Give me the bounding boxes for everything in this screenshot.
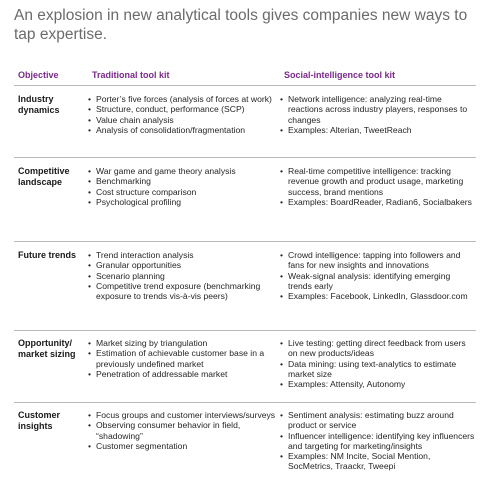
list-item: Cost structure comparison	[88, 187, 276, 198]
traditional-tools: Porter’s five forces (analysis of forces…	[88, 94, 276, 135]
social-tools: Live testing: getting direct feedback fr…	[280, 338, 476, 390]
list-item: Sentiment analysis: estimating buzz arou…	[280, 410, 476, 431]
social-tools: Sentiment analysis: estimating buzz arou…	[280, 410, 476, 472]
row-objective: Opportunity/ market sizing	[18, 338, 76, 359]
header-social: Social-intelligence tool kit	[284, 70, 396, 80]
header-traditional: Traditional tool kit	[92, 70, 170, 80]
traditional-tools: Trend interaction analysis Granular oppo…	[88, 250, 276, 301]
social-tools: Crowd intelligence: tapping into followe…	[280, 250, 476, 302]
traditional-tools: Focus groups and customer interviews/sur…	[88, 410, 276, 451]
list-item: Structure, conduct, performance (SCP)	[88, 104, 276, 115]
list-item: Influencer intelligence: identifying key…	[280, 431, 476, 452]
list-item: Weak-signal analysis: identifying emergi…	[280, 271, 476, 292]
list-item: Examples: Attensity, Autonomy	[280, 379, 476, 390]
list-item: Examples: Facebook, LinkedIn, Glassdoor.…	[280, 291, 476, 302]
list-item: Porter’s five forces (analysis of forces…	[88, 94, 276, 105]
list-item: Penetration of addressable market	[88, 369, 276, 380]
list-item: Live testing: getting direct feedback fr…	[280, 338, 476, 359]
list-item: Examples: BoardReader, Radian6, Socialba…	[280, 197, 476, 208]
row-objective: Industry dynamics	[18, 94, 60, 115]
list-item: Analysis of consolidation/fragmentation	[88, 125, 276, 136]
list-item: Estimation of achievable customer base i…	[88, 348, 276, 369]
list-item: Focus groups and customer interviews/sur…	[88, 410, 276, 421]
row-divider	[14, 241, 476, 242]
row-objective: Customer insights	[18, 410, 61, 431]
row-divider	[14, 330, 476, 331]
list-item: Crowd intelligence: tapping into followe…	[280, 250, 476, 271]
social-tools: Network intelligence: analyzing real-tim…	[280, 94, 476, 135]
row-divider	[14, 402, 476, 403]
list-item: Scenario planning	[88, 271, 276, 282]
list-item: Granular opportunities	[88, 260, 276, 271]
header-divider	[14, 85, 476, 86]
traditional-tools: War game and game theory analysis Benchm…	[88, 166, 276, 207]
list-item: Market sizing by triangulation	[88, 338, 276, 349]
list-item: War game and game theory analysis	[88, 166, 276, 177]
row-objective: Future trends	[18, 250, 77, 260]
list-item: Value chain analysis	[88, 115, 276, 126]
list-item: Examples: Alterian, TweetReach	[280, 125, 476, 136]
list-item: Benchmarking	[88, 176, 276, 187]
list-item: Observing consumer behavior in field, “s…	[88, 420, 276, 441]
list-item: Trend interaction analysis	[88, 250, 276, 261]
list-item: Data mining: using text-analytics to est…	[280, 359, 476, 380]
social-tools: Real-time competitive intelligence: trac…	[280, 166, 476, 207]
traditional-tools: Market sizing by triangulation Estimatio…	[88, 338, 276, 379]
list-item: Competitive trend exposure (benchmarking…	[88, 281, 276, 302]
list-item: Real-time competitive intelligence: trac…	[280, 166, 476, 197]
header-objective: Objective	[18, 70, 59, 80]
page-title: An explosion in new analytical tools giv…	[14, 7, 468, 43]
list-item: Examples: NM Incite, Social Mention, Soc…	[280, 451, 476, 472]
row-divider	[14, 157, 476, 158]
list-item: Network intelligence: analyzing real-tim…	[280, 94, 476, 125]
table-header: Objective Traditional tool kit Social-in…	[0, 70, 487, 86]
row-objective: Competitive landscape	[18, 166, 70, 187]
list-item: Customer segmentation	[88, 441, 276, 452]
list-item: Psychological profiling	[88, 197, 276, 208]
